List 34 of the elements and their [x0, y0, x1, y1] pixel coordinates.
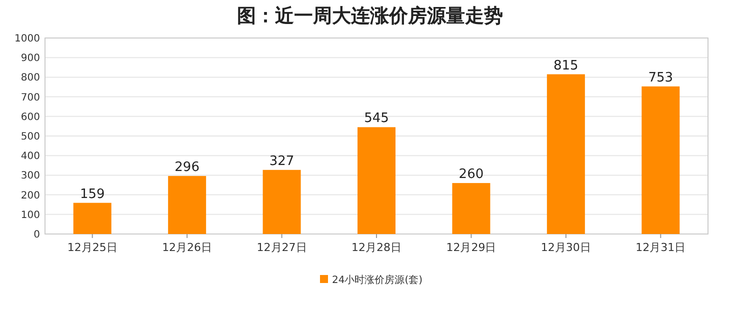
y-tick-label: 1000 — [14, 34, 40, 44]
y-tick-label: 200 — [20, 190, 40, 202]
bar — [262, 170, 301, 234]
data-label: 159 — [80, 186, 105, 202]
bar — [642, 86, 680, 234]
bar — [358, 127, 396, 234]
y-tick-label: 800 — [20, 72, 40, 84]
data-label: 815 — [554, 58, 578, 74]
bar — [168, 176, 206, 234]
y-tick-label: 500 — [20, 132, 40, 142]
y-tick-label: 900 — [20, 53, 40, 64]
y-tick-label: 700 — [20, 92, 40, 104]
x-tick-label: 12月27日 — [256, 241, 307, 254]
x-tick-label: 12月25日 — [67, 241, 118, 254]
y-tick-label: 400 — [20, 151, 40, 162]
y-tick-label: 600 — [20, 112, 40, 123]
x-tick-label: 12月31日 — [636, 241, 686, 254]
bar — [546, 74, 585, 234]
data-label: 753 — [648, 70, 674, 86]
data-label: 260 — [458, 167, 484, 182]
y-tick-label: 0 — [34, 230, 40, 240]
data-label: 327 — [269, 154, 294, 169]
chart-title: 图：近一周大连涨价房源量走势 — [237, 5, 503, 27]
bar — [73, 202, 112, 234]
data-label: 296 — [174, 160, 200, 175]
x-tick-label: 12月28日 — [352, 241, 402, 254]
x-tick-label: 12月30日 — [540, 241, 591, 254]
x-tick-label: 12月29日 — [446, 241, 496, 254]
bar — [452, 183, 490, 234]
legend-label: 24小时涨价房源(套) — [332, 274, 423, 286]
data-label: 545 — [364, 111, 389, 126]
y-tick-label: 300 — [20, 170, 40, 182]
y-tick-label: 100 — [20, 210, 40, 221]
x-tick-label: 12月26日 — [162, 241, 212, 254]
